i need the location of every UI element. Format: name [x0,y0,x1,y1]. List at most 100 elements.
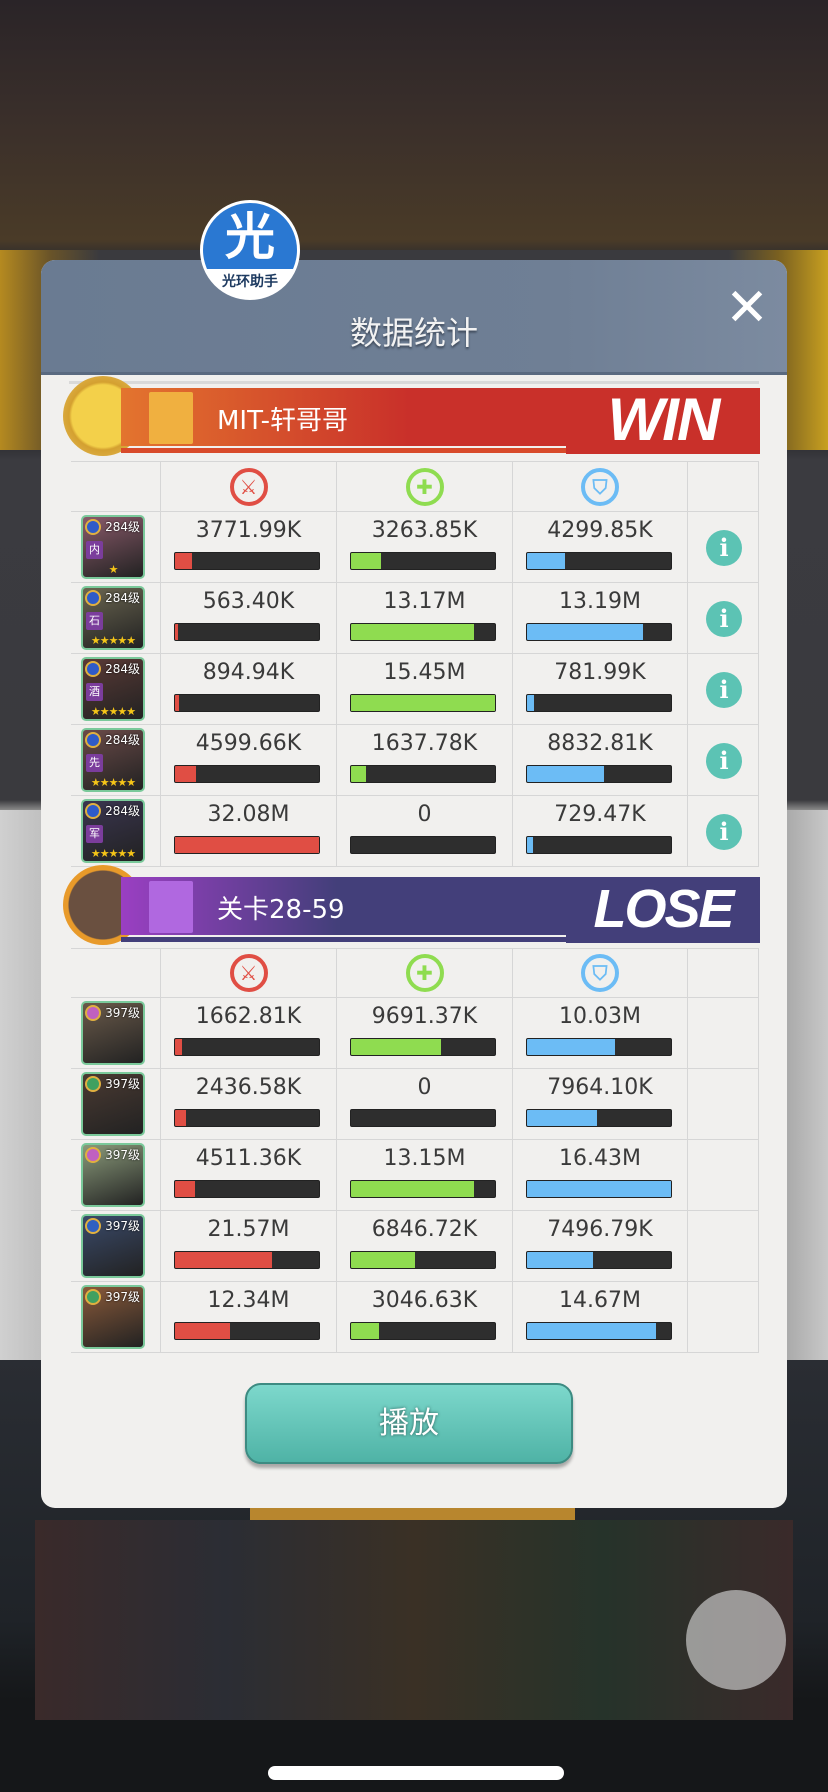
tank-bar [526,765,672,783]
hero-stars: ★★★★★ [90,705,136,718]
hero-level: 284级 [105,520,140,534]
heal-bar [350,836,496,854]
hero-portrait[interactable]: 397级 [81,1285,145,1349]
table-row: 284级 军 ★★★★★ 32.08M 0 729.47K i [71,796,759,867]
heal-bar [350,765,496,783]
damage-value: 2436.58K [195,1075,302,1100]
hero-level: 284级 [105,591,140,605]
tank-value: 13.19M [559,589,641,614]
heal-value: 1637.78K [371,731,478,756]
table-row: 397级 4511.36K 13.15M 16.43M [71,1140,759,1211]
hero-portrait[interactable]: 397级 [81,1214,145,1278]
damage-value: 21.57M [207,1217,290,1242]
stats-modal: 数据统计 ✕ MIT-轩哥哥 WIN ⚔ ✚ ⛉ 284级 内 ★ 3771.99… [41,260,787,1508]
info-icon[interactable]: i [706,530,742,566]
table-row: 397级 21.57M 6846.72K 7496.79K [71,1211,759,1282]
damage-value: 12.34M [207,1288,290,1313]
info-icon[interactable]: i [706,672,742,708]
table-row: 284级 先 ★★★★★ 4599.66K 1637.78K 8832.81K … [71,725,759,796]
heal-bar [350,694,496,712]
hero-level: 397级 [105,1148,140,1162]
damage-bar [174,623,320,641]
rank-gem-icon [85,590,101,606]
plus-icon: ✚ [405,467,444,506]
app-logo: 光 光环助手 [200,200,300,300]
tank-bar [526,1109,672,1127]
hero-stars: ★★★★★ [90,634,136,647]
hero-level: 284级 [105,804,140,818]
rank-gem-icon [85,1005,101,1021]
hero-faction-tag: 先 [86,754,103,772]
hero-portrait[interactable]: 397级 [81,1143,145,1207]
rank-gem-icon [85,732,101,748]
team-banner: MIT-轩哥哥 [121,388,601,454]
tank-bar [526,1251,672,1269]
tank-value: 781.99K [554,660,646,685]
damage-bar [174,1109,320,1127]
hero-faction-tag: 酒 [86,683,103,701]
rank-gem-icon [85,519,101,535]
hero-stars: ★★★★★ [90,776,136,789]
table-row: 397级 1662.81K 9691.37K 10.03M [71,998,759,1069]
team-flag-icon [149,881,193,933]
hero-portrait[interactable]: 284级 酒 ★★★★★ [81,657,145,721]
damage-bar [174,1251,320,1269]
heal-value: 0 [417,802,432,827]
damage-bar [174,765,320,783]
hero-portrait[interactable]: 397级 [81,1001,145,1065]
damage-bar [174,1038,320,1056]
tank-value: 729.47K [554,802,646,827]
table-row: 284级 石 ★★★★★ 563.40K 13.17M 13.19M i [71,583,759,654]
tank-value: 4299.85K [547,518,653,543]
table-header-row: ⚔ ✚ ⛉ [71,948,759,998]
heal-value: 6846.72K [371,1217,478,1242]
hero-portrait[interactable]: 284级 先 ★★★★★ [81,728,145,792]
tank-bar [526,1180,672,1198]
heal-bar [350,552,496,570]
damage-bar [174,552,320,570]
shield-icon: ⛉ [581,467,619,506]
hero-faction-tag: 军 [86,825,103,843]
tank-value: 7496.79K [547,1217,653,1242]
result-badge: LOSE [566,877,760,943]
hero-portrait[interactable]: 397级 [81,1072,145,1136]
hero-level: 284级 [105,662,140,676]
hero-portrait[interactable]: 284级 内 ★ [81,515,145,579]
hero-level: 284级 [105,733,140,747]
rank-gem-icon [85,803,101,819]
hero-stars: ★ [108,563,119,576]
info-icon[interactable]: i [706,814,742,850]
shield-icon: ⛉ [581,954,619,992]
tank-value: 10.03M [559,1004,641,1029]
play-button[interactable]: 播放 [245,1383,573,1464]
team-name: MIT-轩哥哥 [217,406,348,436]
table-row: 284级 酒 ★★★★★ 894.94K 15.45M 781.99K i [71,654,759,725]
hero-level: 397级 [105,1077,140,1091]
hero-level: 397级 [105,1290,140,1304]
home-indicator [268,1766,564,1780]
heal-value: 15.45M [383,660,466,685]
table-row: 284级 内 ★ 3771.99K 3263.85K 4299.85K i [71,512,759,583]
rank-gem-icon [85,1289,101,1305]
heal-bar [350,1251,496,1269]
table-row: 397级 12.34M 3046.63K 14.67M [71,1282,759,1353]
heal-value: 9691.37K [371,1004,478,1029]
rank-gem-icon [85,661,101,677]
damage-value: 3771.99K [195,518,302,543]
close-button[interactable]: ✕ [725,278,769,338]
hero-faction-tag: 石 [86,612,103,630]
team-flag-icon [149,392,193,444]
team-banner: 关卡28-59 [121,877,601,943]
info-icon[interactable]: i [706,601,742,637]
heal-value: 13.15M [383,1146,466,1171]
result-badge: WIN [566,388,760,454]
tank-bar [526,623,672,641]
hero-portrait[interactable]: 284级 石 ★★★★★ [81,586,145,650]
damage-value: 4511.36K [195,1146,302,1171]
tank-value: 14.67M [559,1288,641,1313]
divider [69,381,759,384]
info-icon[interactable]: i [706,743,742,779]
damage-value: 894.94K [202,660,295,685]
sword-icon: ⚔ [229,467,268,506]
hero-portrait[interactable]: 284级 军 ★★★★★ [81,799,145,863]
